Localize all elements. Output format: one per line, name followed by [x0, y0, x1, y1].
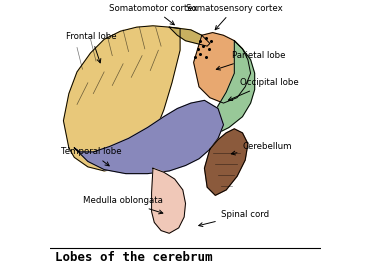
Text: Somatosensory cortex: Somatosensory cortex [186, 4, 283, 30]
Text: Somatomotor cortex: Somatomotor cortex [109, 4, 197, 25]
Polygon shape [152, 168, 186, 233]
Text: Spinal cord: Spinal cord [199, 210, 269, 227]
Polygon shape [204, 129, 248, 195]
Text: Frontal lobe: Frontal lobe [66, 32, 117, 63]
Text: Medulla oblongata: Medulla oblongata [83, 196, 163, 214]
Text: Lobes of the cerebrum: Lobes of the cerebrum [55, 251, 213, 264]
Polygon shape [194, 33, 250, 103]
Text: Cerebellum: Cerebellum [232, 142, 292, 155]
Polygon shape [74, 100, 223, 174]
Polygon shape [169, 27, 210, 46]
Text: Occipital lobe: Occipital lobe [229, 78, 299, 101]
Text: Parietal lobe: Parietal lobe [216, 51, 285, 70]
Text: Temporal lobe: Temporal lobe [61, 147, 121, 166]
Polygon shape [63, 26, 180, 171]
Polygon shape [213, 41, 255, 133]
